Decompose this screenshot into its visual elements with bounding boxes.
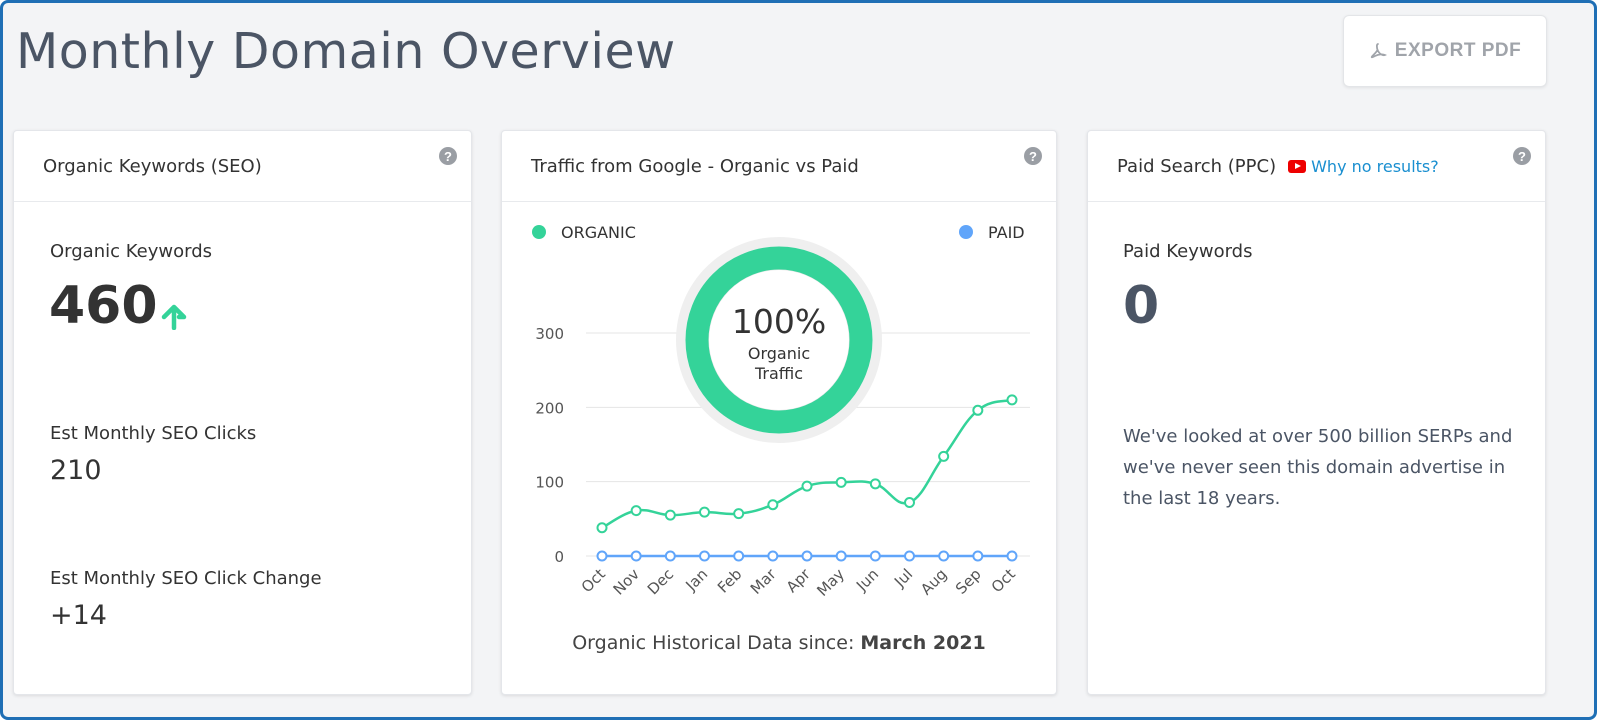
paid-data-point[interactable] [904,550,915,562]
organic-data-point[interactable] [733,508,745,520]
traffic-card-title: Traffic from Google - Organic vs Paid [531,155,859,177]
seo-card-header: Organic Keywords (SEO) ? [14,131,471,202]
paid-data-point[interactable] [596,550,608,562]
x-tick-label: Jan [682,565,712,595]
paid-data-point[interactable] [630,550,642,562]
seo-clicks-value: 210 [50,455,102,486]
x-tick-label: Aug [917,565,950,598]
youtube-icon[interactable] [1288,159,1307,173]
x-tick-label: Oct [988,565,1019,596]
page-title: Monthly Domain Overview [16,23,676,80]
traffic-card: Traffic from Google - Organic vs Paid ? … [501,130,1057,695]
paid-data-point[interactable] [733,550,745,562]
export-pdf-button[interactable]: EXPORT PDF [1343,15,1547,87]
donut-percent: 100% [732,302,826,341]
paid-data-point[interactable] [938,550,950,562]
organic-data-point[interactable] [801,480,813,492]
export-pdf-label: EXPORT PDF [1394,40,1522,61]
organic-data-point[interactable] [835,476,847,488]
ppc-card: Paid Search (PPC) Why no results? ? Paid… [1087,130,1546,695]
organic-data-point[interactable] [972,404,984,416]
paid-data-point[interactable] [699,550,710,562]
historical-data-date: March 2021 [860,632,985,654]
legend-organic-label: ORGANIC [561,223,636,242]
donut-center [709,270,849,410]
x-tick-label: Feb [714,565,746,597]
organic-data-point[interactable] [664,509,676,521]
organic-data-point[interactable] [699,506,710,518]
seo-click-change-label: Est Monthly SEO Click Change [50,568,322,589]
paid-data-point[interactable] [869,550,881,562]
organic-data-point[interactable] [1006,394,1018,406]
traffic-card-header: Traffic from Google - Organic vs Paid ? [502,131,1056,202]
y-tick-label: 200 [535,399,564,417]
paid-keywords-label: Paid Keywords [1123,241,1253,262]
legend-paid-dot [959,225,973,239]
historical-data-footer: Organic Historical Data since: March 202… [572,632,986,654]
seo-click-change-value: +14 [50,600,107,631]
x-tick-label: Jul [890,565,916,591]
x-tick-label: Dec [644,565,677,598]
organic-data-point[interactable] [630,505,642,517]
no-results-message: We've looked at over 500 billion SERPs a… [1123,426,1513,509]
legend-organic-dot [532,225,546,239]
organic-data-point[interactable] [596,522,608,534]
organic-data-point[interactable] [869,478,881,490]
y-tick-label: 100 [535,474,564,492]
legend-paid-label: PAID [988,223,1025,242]
x-tick-label: Apr [783,565,815,597]
paid-data-point[interactable] [664,550,676,562]
paid-keywords-value: 0 [1123,276,1160,336]
seo-card-title: Organic Keywords (SEO) [43,155,262,177]
donut-label-traffic: Traffic [754,364,803,383]
x-tick-label: May [813,565,848,600]
help-icon[interactable]: ? [439,147,457,165]
paid-data-point[interactable] [972,550,984,562]
ppc-card-header: Paid Search (PPC) Why no results? ? [1088,131,1545,202]
help-icon[interactable]: ? [1513,147,1531,165]
y-tick-label: 300 [535,325,564,343]
seo-clicks-label: Est Monthly SEO Clicks [50,423,257,444]
x-tick-label: Jun [852,565,882,595]
why-no-results-link[interactable]: Why no results? [1311,156,1439,176]
ppc-card-title: Paid Search (PPC) [1117,155,1277,177]
organic-data-point[interactable] [938,450,950,462]
donut-organic-arc [685,246,873,434]
historical-data-prefix: Organic Historical Data since: [572,632,860,654]
donut-label-organic: Organic [748,344,810,363]
organic-data-point[interactable] [904,496,915,508]
pdf-icon [1370,43,1387,59]
x-tick-label: Sep [952,565,985,598]
seo-card: Organic Keywords (SEO) ? Organic Keyword… [13,130,472,695]
y-tick-label: 0 [554,548,564,566]
paid-data-point[interactable] [801,550,813,562]
paid-data-point[interactable] [1006,550,1018,562]
organic-keywords-value: 460 [49,276,158,336]
paid-data-point[interactable] [767,550,779,562]
arrow-up-icon [161,304,187,330]
help-icon[interactable]: ? [1024,147,1042,165]
paid-data-point[interactable] [835,550,847,562]
organic-data-point[interactable] [767,499,779,511]
organic-keywords-label: Organic Keywords [50,241,212,262]
x-tick-label: Nov [610,565,644,599]
x-tick-label: Mar [747,565,780,598]
x-tick-label: Oct [578,565,609,596]
